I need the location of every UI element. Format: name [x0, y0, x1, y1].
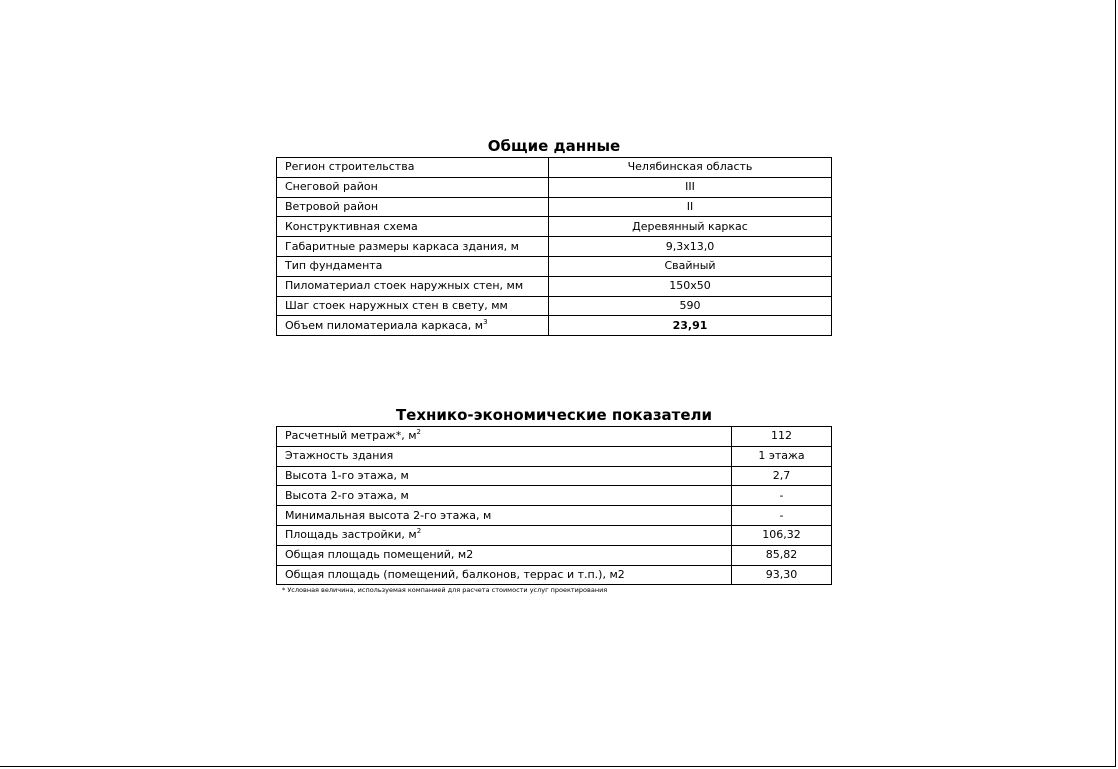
row-label: Регион строительства: [276, 157, 549, 178]
row-value-text: 1 этажа: [758, 449, 805, 463]
table-row: Пиломатериал стоек наружных стен, мм 150x…: [276, 275, 832, 297]
table-row: Ветровой район II: [276, 196, 832, 218]
row-value: Свайный: [548, 255, 832, 277]
table-row: Расчетный метраж*, м2 112: [276, 426, 832, 447]
table-row: Минимальная высота 2-го этажа, м -: [276, 505, 832, 526]
row-label: Снеговой район: [276, 176, 549, 198]
general-data-table: Регион строительства Челябинская область С…: [276, 157, 832, 337]
row-label: Общая площадь (помещений, балконов, терр…: [276, 564, 732, 586]
row-value: 23,91: [548, 315, 832, 337]
table-row: Площадь застройки, м2 106,32: [276, 524, 832, 546]
unit-superscript: 2: [416, 428, 421, 437]
row-value: -: [731, 485, 832, 507]
row-label-text: Тип фундамента: [285, 259, 383, 273]
row-label: Расчетный метраж*, м2: [276, 426, 732, 447]
row-value: Челябинская область: [548, 157, 832, 178]
tep-table: Расчетный метраж*, м2 112 Этажность здания…: [276, 426, 832, 586]
row-value-text: -: [779, 488, 784, 502]
table-row: Высота 2-го этажа, м -: [276, 485, 832, 507]
row-label-text: Снеговой район: [285, 180, 378, 194]
row-value: 150x50: [548, 275, 832, 297]
unit-superscript: 3: [483, 317, 488, 326]
table-row: Конструктивная схема Деревянный каркас: [276, 216, 832, 238]
row-label-text: Ветровой район: [285, 199, 379, 213]
row-label-text: Площадь застройки, м: [285, 528, 417, 542]
table-row: Тип фундамента Свайный: [276, 255, 832, 277]
row-value: 85,82: [731, 544, 832, 566]
general-data-title: Общие данные: [487, 137, 621, 155]
row-value-text: 93,30: [765, 567, 798, 581]
row-value-text: 23,91: [672, 318, 708, 332]
row-value-text: -: [779, 508, 784, 522]
row-value-text: III: [685, 180, 695, 194]
table-row: Объем пиломатериала каркаса, м3 23,91: [276, 315, 832, 337]
row-label-text: Расчетный метраж*, м: [285, 429, 417, 443]
row-value: 1 этажа: [731, 445, 832, 467]
row-value-text: 85,82: [765, 548, 798, 562]
row-label-text: Габаритные размеры каркаса здания, м: [285, 239, 519, 253]
row-label-text: Объем пиломатериала каркаса, м: [285, 318, 484, 332]
row-value: II: [548, 196, 832, 218]
row-label: Минимальная высота 2-го этажа, м: [276, 505, 732, 526]
row-value-text: 590: [679, 298, 701, 312]
table-row: Общая площадь помещений, м2 85,82: [276, 544, 832, 566]
row-value-text: Челябинская область: [627, 160, 753, 174]
row-label: Пиломатериал стоек наружных стен, мм: [276, 275, 549, 297]
row-value: 9,3x13,0: [548, 236, 832, 257]
row-label: Габаритные размеры каркаса здания, м: [276, 236, 549, 257]
row-value: 112: [731, 426, 832, 447]
row-label-text: Общая площадь помещений, м2: [285, 548, 474, 562]
row-value-text: 112: [771, 429, 792, 443]
row-label-text: Высота 1-го этажа, м: [285, 468, 409, 482]
row-value: Деревянный каркас: [548, 216, 832, 238]
row-label-text: Шаг стоек наружных стен в свету, мм: [285, 298, 508, 312]
row-label: Объем пиломатериала каркаса, м3: [276, 315, 549, 337]
row-value-text: 150x50: [669, 279, 711, 293]
row-label: Этажность здания: [276, 445, 732, 467]
row-label: Высота 1-го этажа, м: [276, 465, 732, 487]
row-value-text: 106,32: [762, 528, 801, 542]
table-row: Регион строительства Челябинская область: [276, 157, 832, 178]
tep-title: Технико-экономические показатели: [395, 406, 713, 424]
row-label: Тип фундамента: [276, 255, 549, 277]
table-row: Общая площадь (помещений, балконов, терр…: [276, 564, 832, 586]
row-value-text: 9,3x13,0: [665, 239, 715, 253]
table-row: Этажность здания 1 этажа: [276, 445, 832, 467]
row-label: Общая площадь помещений, м2: [276, 544, 732, 566]
unit-superscript: 2: [416, 527, 422, 536]
row-label: Шаг стоек наружных стен в свету, мм: [276, 295, 549, 317]
row-value: III: [548, 176, 832, 198]
row-label-text: Пиломатериал стоек наружных стен, мм: [285, 279, 524, 293]
table-row: Снеговой район III: [276, 176, 832, 198]
row-label: Ветровой район: [276, 196, 549, 218]
row-label-text: Минимальная высота 2-го этажа, м: [285, 508, 492, 522]
row-label-text: Высота 2-го этажа, м: [285, 488, 409, 502]
row-value-text: 2,7: [772, 468, 791, 482]
row-label: Площадь застройки, м2: [276, 524, 732, 546]
table-row: Высота 1-го этажа, м 2,7: [276, 465, 832, 487]
row-value-text: Свайный: [664, 259, 716, 273]
row-label-text: Конструктивная схема: [285, 219, 418, 233]
row-value-text: II: [686, 199, 694, 213]
table-row: Шаг стоек наружных стен в свету, мм 590: [276, 295, 832, 317]
row-value: 106,32: [731, 524, 832, 546]
row-label-text: Общая площадь (помещений, балконов, терр…: [285, 567, 625, 581]
row-label-text: Этажность здания: [285, 449, 394, 463]
row-value: 590: [548, 295, 832, 317]
row-value: 2,7: [731, 465, 832, 487]
row-value-text: Деревянный каркас: [632, 219, 748, 233]
row-label: Высота 2-го этажа, м: [276, 485, 732, 507]
row-value: 93,30: [731, 564, 832, 586]
footnote: * Условная величина, используемая компан…: [282, 586, 608, 594]
row-value: -: [731, 505, 832, 526]
row-label-text: Регион строительства: [285, 160, 415, 174]
table-row: Габаритные размеры каркаса здания, м 9,3x…: [276, 236, 832, 257]
row-label: Конструктивная схема: [276, 216, 549, 238]
